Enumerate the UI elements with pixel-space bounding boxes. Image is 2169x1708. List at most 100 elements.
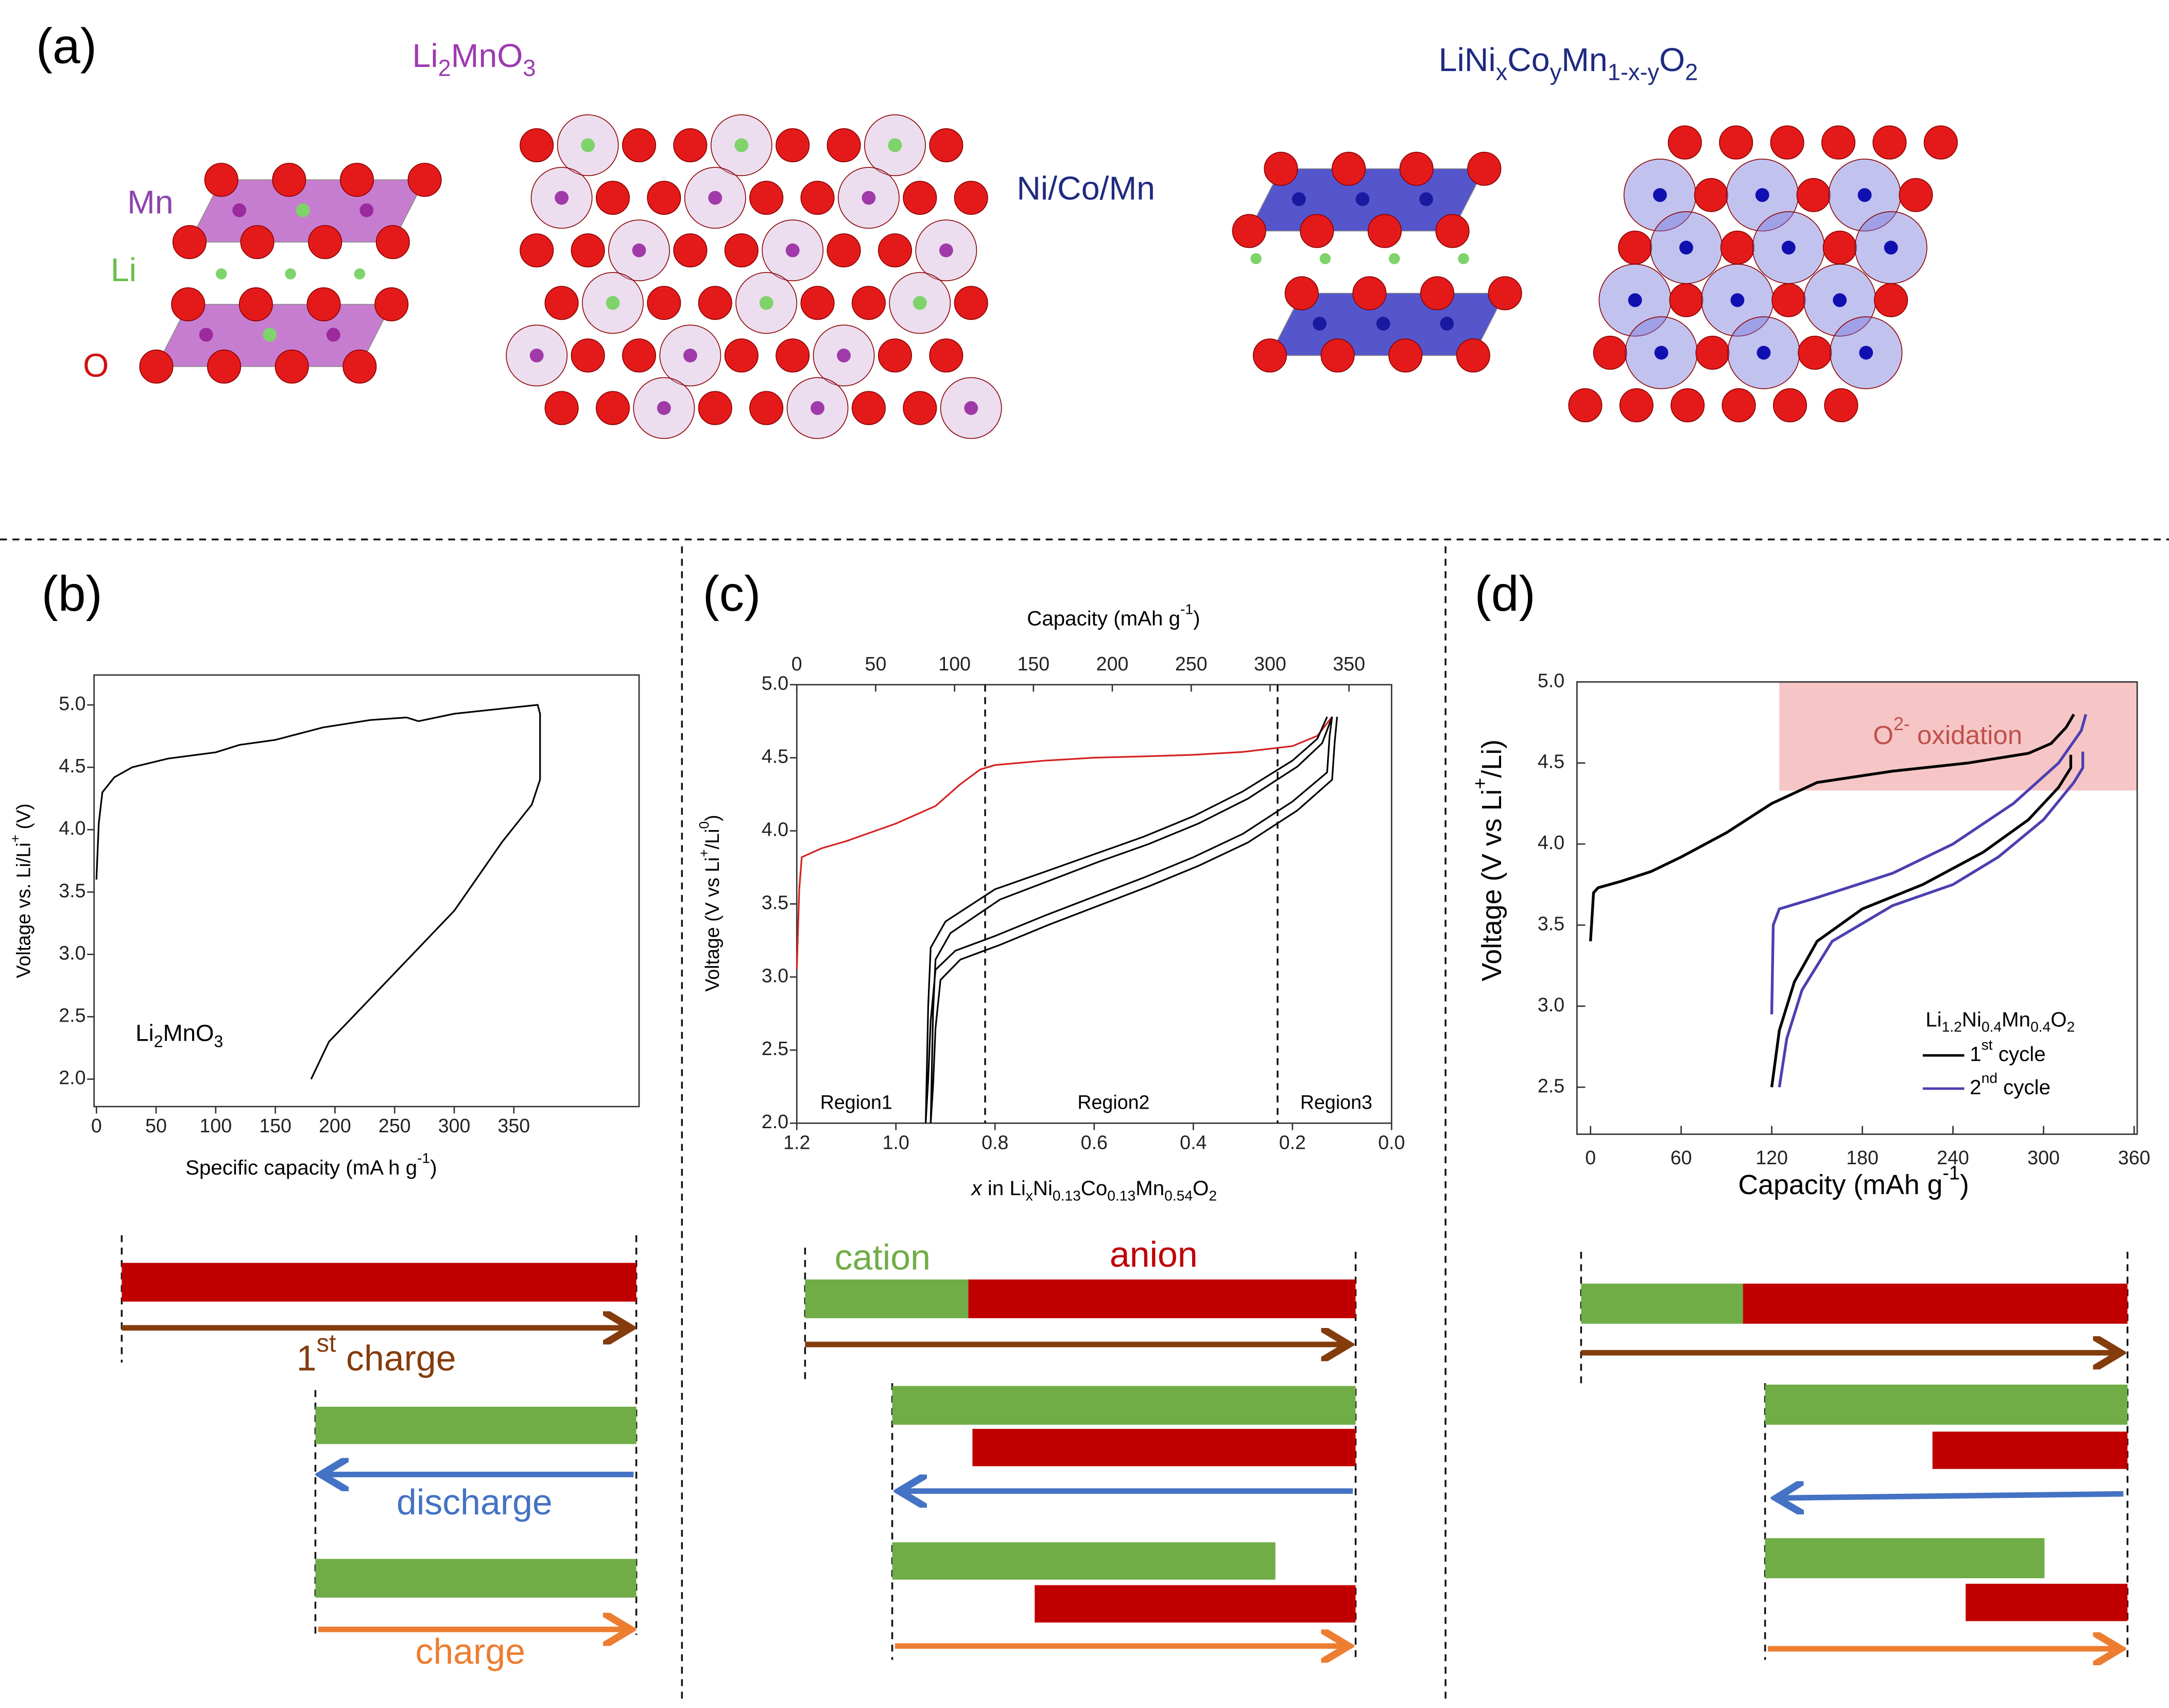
y-tick-label: 2.0 [762,1111,788,1132]
oxygen-atom [698,286,732,320]
text-segment: x [1496,59,1508,85]
oxygen-atom [1719,125,1753,160]
oxygen-atom [1694,178,1728,212]
metal-atom [1654,346,1668,360]
panel-label: (c) [703,566,761,622]
step-label: discharge [397,1482,553,1522]
oxygen-atom [1456,338,1490,373]
structures [139,114,1958,439]
text-segment: 1 [297,1338,317,1378]
cation-bar [315,1559,636,1598]
text-segment: charge [336,1338,456,1378]
lithium-atom [285,268,296,280]
anion-bar [1932,1431,2128,1469]
oxygen-atom [1568,388,1603,423]
metal-atom [1628,293,1642,307]
region-label: Region1 [820,1092,892,1113]
oxygen-atom [1821,125,1856,160]
text-segment: MnO [163,1020,214,1046]
cation-bar [1581,1283,1743,1324]
metal-atom [1781,240,1796,255]
x-tick-label: 0.2 [1279,1131,1306,1153]
atom-label: Mn [127,184,174,221]
anion-bar [1966,1583,2128,1621]
oxygen-atom [647,181,681,215]
oxygen-atom [724,338,759,373]
metal-atom [888,138,902,152]
oxygen-atom [207,349,242,384]
anion-bar [972,1428,1356,1467]
oxygen-atom [1232,214,1266,248]
y-axis-label: Voltage (V vs Li+/Li) [1469,739,1507,981]
metal-atom [1757,346,1771,360]
lithium-atom [1458,253,1469,265]
text-segment: ) [1960,1169,1969,1200]
text-segment: O [2051,1008,2067,1031]
metal-atom [837,348,851,363]
oxygen-atom [571,233,605,268]
metal-atom [359,203,374,217]
text-segment: O [1193,1177,1209,1200]
oxygen-atom [342,349,377,384]
text-segment: -1 [1942,1162,1959,1184]
structure-title: Li2MnO3 [412,37,536,81]
x-tick-label: 60 [1671,1147,1692,1168]
text-segment: -1 [1180,601,1193,617]
oxygen-atom [1618,230,1652,265]
data-line [1770,714,2088,1088]
text-segment: 0.4 [2030,1019,2051,1035]
oxygen-atom [929,338,963,373]
metal-atom [296,203,310,217]
metal-atom [555,191,569,205]
text-segment: ) [701,815,723,821]
oxygen-atom [673,233,708,268]
y-tick-label: 2.5 [1538,1075,1564,1096]
y-tick-label: 5.0 [59,693,85,714]
oxygen-atom [903,181,937,215]
oxygen-atom [1796,178,1831,212]
text-segment: oxidation [1910,720,2022,750]
metal-atom [199,327,213,342]
metal-atom [1313,317,1327,331]
metal-atom [939,243,953,257]
oxygen-atom [595,181,630,215]
metal-atom [263,327,277,342]
oxygen-atom [1332,151,1366,186]
text-segment: + [696,849,712,857]
x-tick-label: 200 [319,1115,351,1136]
text-segment: MnO [451,37,523,74]
oxygen-atom [622,128,657,163]
plot-frame [1576,681,2138,1135]
oxygen-atom [1467,151,1502,186]
atom-label: Li [111,251,136,288]
text-segment: Li [412,37,438,74]
oxygen-atom [1772,388,1807,423]
y-tick-label: 2.5 [762,1038,788,1059]
metal-atom [632,243,646,257]
text-segment: Mn [2002,1008,2030,1031]
y-tick-label: 4.0 [59,817,85,839]
text-segment: 2- [1893,714,1910,734]
oxygen-atom [1435,214,1470,248]
text-segment: Capacity (mAh g [1027,607,1180,630]
oxygen-atom [1872,125,1907,160]
oxygen-atom [877,338,913,373]
oxygen-atom [1671,388,1705,423]
text-segment: Co [1081,1177,1108,1200]
y-axis-label: Voltage (V vs Li+/Li0) [696,815,723,991]
text-segment: 1-x-y [1608,59,1660,85]
text-segment: 0.4 [1982,1019,2002,1035]
oxygen-atom [1824,388,1858,423]
oxygen-atom [1420,276,1455,310]
y-tick-label: 5.0 [762,672,788,694]
x-tick-label: 300 [2027,1147,2060,1168]
data-line [796,716,1333,970]
metal-atom [1884,240,1898,255]
x-tick-label: 0.8 [982,1131,1008,1153]
step-label: anion [1110,1234,1198,1274]
metal-atom [1755,188,1769,202]
text-segment: Mn [1135,1177,1164,1200]
oxygen-atom [595,391,630,425]
arrow [1776,1494,2124,1498]
